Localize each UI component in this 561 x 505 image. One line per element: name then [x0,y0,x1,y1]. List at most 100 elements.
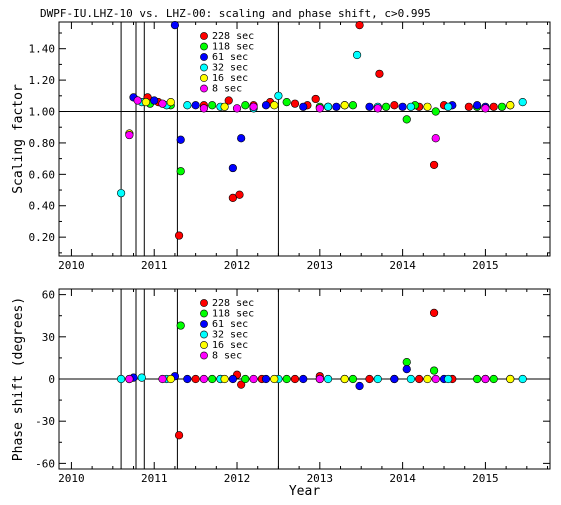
data-point-8-sec [199,374,208,384]
data-point-61-sec [237,134,246,143]
data-point-61-sec [261,101,271,110]
data-point-228-sec [228,193,237,202]
legend-label: 118 sec [212,42,254,53]
data-point-118-sec [282,97,291,107]
x-tick-label: 2015 [472,259,499,272]
data-point-32-sec [274,91,283,100]
y-axis-title: Phase shift (degrees) [11,297,26,461]
legend-marker [200,330,208,339]
data-point-32-sec [183,101,192,110]
y-tick-label: 0.20 [29,231,56,244]
data-point-32-sec [373,374,382,384]
data-point-32-sec [352,50,362,60]
data-point-61-sec [228,163,237,173]
data-point-32-sec [137,373,146,382]
data-point-61-sec [183,374,192,384]
data-point-228-sec [429,160,439,170]
legend-marker [200,32,208,40]
y-tick-label: 0.40 [29,200,56,213]
data-point-228-sec [390,101,399,110]
data-point-32-sec [116,189,126,198]
legend-label: 61 sec [212,319,248,330]
data-point-8-sec [125,374,134,384]
data-point-16-sec [506,374,515,384]
data-point-16-sec [340,101,349,110]
data-point-61-sec [402,365,411,374]
data-point-118-sec [473,374,482,384]
data-point-16-sec [423,374,432,384]
data-point-118-sec [241,101,250,110]
data-point-118-sec [381,102,391,111]
y-tick-label: 60 [42,289,55,302]
data-point-228-sec [464,102,473,111]
data-point-118-sec [431,107,440,116]
data-point-8-sec [315,374,324,384]
data-point-8-sec [133,96,142,105]
legend-label: 118 sec [212,309,254,320]
data-point-16-sec [166,97,175,107]
data-point-118-sec [176,321,185,330]
data-point-61-sec [191,101,200,110]
legend-label: 61 sec [212,52,248,63]
data-point-32-sec [518,97,527,107]
data-point-228-sec [489,102,498,111]
scaling-factor-panel: 2010 2011 2012 2013 2014 2015 0.20 0.40 0.60 0.80… [11,21,551,272]
data-point-8-sec [249,374,258,384]
data-point-61-sec [299,374,308,384]
data-point-228-sec [174,431,184,440]
y-tick-label: 1.00 [29,106,56,119]
y-tick-label: -60 [35,457,55,470]
data-point-16-sec [141,97,151,107]
data-point-228-sec [375,69,384,78]
x-tick-label: 2014 [389,472,416,485]
data-point-16-sec [270,101,279,110]
data-point-16-sec [166,374,175,384]
x-axis-title: Year [289,484,320,499]
y-tick-label: 0 [48,373,55,386]
y-axis-title: Scaling factor [11,84,26,194]
data-point-8-sec [481,104,490,113]
data-point-228-sec [224,96,233,105]
legend-label: 32 sec [212,63,248,74]
data-point-228-sec [365,374,374,384]
data-point-61-sec [176,135,185,144]
data-point-61-sec [228,374,237,384]
x-tick-label: 2013 [307,472,334,485]
data-point-8-sec [125,130,134,140]
data-point-118-sec [282,374,291,384]
data-point-228-sec [355,21,364,30]
data-point-228-sec [235,190,244,199]
legend-marker [200,320,208,328]
data-point-61-sec [398,102,407,111]
data-point-32-sec [406,374,415,384]
data-point-8-sec [431,134,440,143]
y-tick-label: 1.40 [29,43,56,56]
data-point-118-sec [429,366,439,375]
data-point-118-sec [208,374,217,384]
data-point-32-sec [323,374,333,384]
x-tick-label: 2011 [141,472,168,485]
data-point-61-sec [355,381,364,391]
data-point-32-sec [444,102,453,111]
data-point-118-sec [497,102,507,111]
data-point-228-sec [191,374,200,384]
data-point-118-sec [241,374,250,384]
x-tick-label: 2013 [307,259,334,272]
data-point-8-sec [158,374,167,384]
data-point-228-sec [415,374,424,384]
data-point-61-sec [261,374,271,384]
data-point-118-sec [176,167,185,176]
y-tick-label: -30 [35,415,55,428]
data-point-228-sec [429,308,439,318]
data-point-228-sec [174,231,184,240]
data-point-61-sec [390,374,399,384]
chart-title: DWPF-IU.LHZ-10 vs. LHZ-00: scaling and p… [40,7,431,20]
data-point-118-sec [402,358,411,367]
data-point-16-sec [506,101,515,110]
data-point-8-sec [199,104,208,113]
data-point-16-sec [423,102,432,111]
legend-label: 8 sec [212,84,242,95]
legend-label: 228 sec [212,31,254,42]
legend-marker [200,53,208,61]
legend-marker [200,42,208,51]
